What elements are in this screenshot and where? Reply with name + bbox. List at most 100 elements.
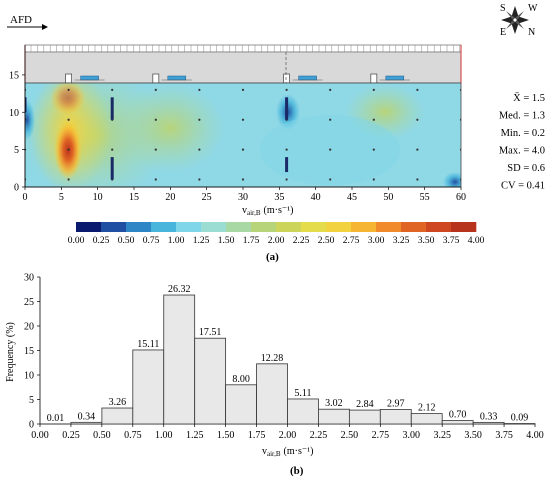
hist-bar: [132, 349, 165, 425]
hist-bar-label: 0.33: [480, 411, 498, 422]
sensor-point: [111, 148, 114, 151]
hist-x-tick-label: 3.50: [464, 430, 482, 441]
hist-y-tick-label: 25: [24, 297, 34, 308]
contour-x-tick-label: 50: [383, 192, 393, 203]
hist-y-tick-label: 10: [24, 371, 34, 382]
hist-y-tick-label: 15: [24, 346, 34, 357]
contour-y-tick-label: 5: [14, 145, 19, 156]
pillar: [25, 97, 27, 113]
hist-bar-label: 0.70: [449, 410, 467, 421]
feeder-post: [152, 73, 160, 84]
hist-bar: [318, 408, 350, 425]
feeder-trough: [385, 75, 405, 81]
contour-x-label-v: v: [242, 205, 247, 216]
hist-bar: [287, 398, 319, 425]
caption-a: (a): [266, 251, 279, 263]
hist-bar-label: 3.26: [109, 397, 127, 408]
feeder-trough: [298, 75, 317, 81]
colorbar-swatch: [326, 222, 352, 232]
colorbar-swatch: [201, 222, 227, 232]
hist-x-tick-label: 2.75: [372, 430, 390, 441]
hist-x-tick-label: 1.25: [186, 430, 204, 441]
colorbar-label: 0.00: [68, 236, 85, 246]
colorbar-label: 2.00: [268, 236, 285, 246]
colorbar-swatch: [351, 222, 377, 232]
hist-bar-label: 17.51: [199, 327, 222, 338]
sensor-point: [67, 88, 70, 91]
sensor-point: [372, 148, 375, 151]
panel-a: AFD S W E N: [7, 3, 545, 263]
hist-bar-label: 5.11: [294, 388, 311, 399]
contour-x-tick-label: 5: [59, 192, 64, 203]
pillar: [110, 97, 114, 120]
stats-box: X̄ = 1.5 Med. = 1.3 Min. = 0.2 Max. = 4.0 SD…: [499, 92, 545, 191]
contour-map: [25, 83, 461, 187]
feeder-trough: [80, 75, 99, 81]
colorbar-swatch: [376, 222, 402, 232]
hist-bar: [163, 294, 196, 425]
hist-bar: [379, 409, 412, 425]
hist-bar: [256, 363, 288, 425]
colorbar-label: 0.50: [118, 236, 135, 246]
hist-bar: [225, 384, 257, 425]
stat-mean: X̄ = 1.5: [513, 92, 545, 104]
hist-x-tick-label: 0.00: [31, 430, 49, 441]
hist-bar-label: 0.01: [47, 413, 65, 424]
hist-bar: [194, 337, 227, 425]
sensor-point: [329, 118, 332, 121]
hist-x-tick-label: 4.00: [526, 430, 544, 441]
hist-x-tick-label: 0.25: [62, 430, 80, 441]
contour-y-tick-label: 10: [9, 108, 19, 119]
colorbar: 0.00 0.25 0.50 0.75 1.00 1.25 1.50 1.75 2.00 2.25…: [68, 222, 485, 246]
contour-x-tick-label: 45: [347, 192, 357, 203]
pillar: [285, 157, 289, 173]
sensor-point: [241, 148, 245, 151]
sensor-point: [154, 118, 157, 121]
sensor-point: [198, 178, 201, 181]
roof-rail-ticks: [30, 45, 461, 52]
colorbar-swatch: [451, 222, 477, 232]
colorbar-swatch: [176, 222, 202, 232]
hist-bar: [70, 421, 103, 425]
colorbar-label: 3.25: [393, 236, 410, 246]
hist-x-tick-label: 2.25: [310, 430, 328, 441]
histogram: 0.01 0.34 3.26 15.11 26.32 17.51 8.00 12.28 5.11…: [24, 273, 544, 442]
contour-x-tick-label: 20: [165, 192, 175, 203]
contour-y-tick-label: 0: [14, 183, 19, 194]
sensor-point: [329, 178, 332, 181]
colorbar-label: 2.50: [318, 236, 335, 246]
contour-x-tick-label: 35: [274, 192, 284, 203]
contour-zone-mid-green: [115, 83, 225, 173]
hist-y-tick-label: 0: [29, 420, 34, 431]
stat-max: Max. = 4.0: [499, 146, 545, 157]
sensor-point: [154, 148, 157, 151]
contour-x-tick-label: 40: [311, 192, 321, 203]
stat-cv: CV = 0.41: [501, 181, 545, 192]
sensor-point: [67, 118, 70, 121]
colorbar-label: 0.25: [93, 236, 110, 246]
colorbar-swatch: [226, 222, 252, 232]
feeder-trough: [167, 75, 187, 81]
sensor-point: [329, 148, 332, 151]
hist-x-tick-label: 2.50: [341, 430, 359, 441]
feeder-post: [370, 73, 378, 84]
hist-bar-label: 3.02: [325, 398, 343, 409]
afd-arrow-head: [42, 24, 48, 30]
hist-x-tick-label: 0.50: [93, 430, 111, 441]
sensor-point: [198, 148, 201, 151]
hist-bar: [101, 407, 134, 425]
hist-bar: [472, 421, 505, 425]
building-structure: [24, 44, 462, 187]
contour-axes: 0 5 10 15 20 25 30 35 40 45 50 55 60 0 5 10 15: [9, 45, 466, 203]
hist-y-tick-label: 5: [29, 395, 34, 406]
hist-y-tick-label: 30: [24, 273, 34, 284]
hist-bar: [410, 413, 443, 425]
contour-x-tick-label: 10: [93, 192, 103, 203]
sensor-point: [372, 178, 375, 181]
contour-x-tick-label: 15: [129, 192, 139, 203]
sensor-point: [67, 148, 70, 151]
sensor-point: [285, 88, 288, 91]
colorbar-swatch: [151, 222, 177, 232]
compass-center-icon: [512, 17, 518, 23]
hist-bar-label: 0.34: [78, 411, 96, 422]
